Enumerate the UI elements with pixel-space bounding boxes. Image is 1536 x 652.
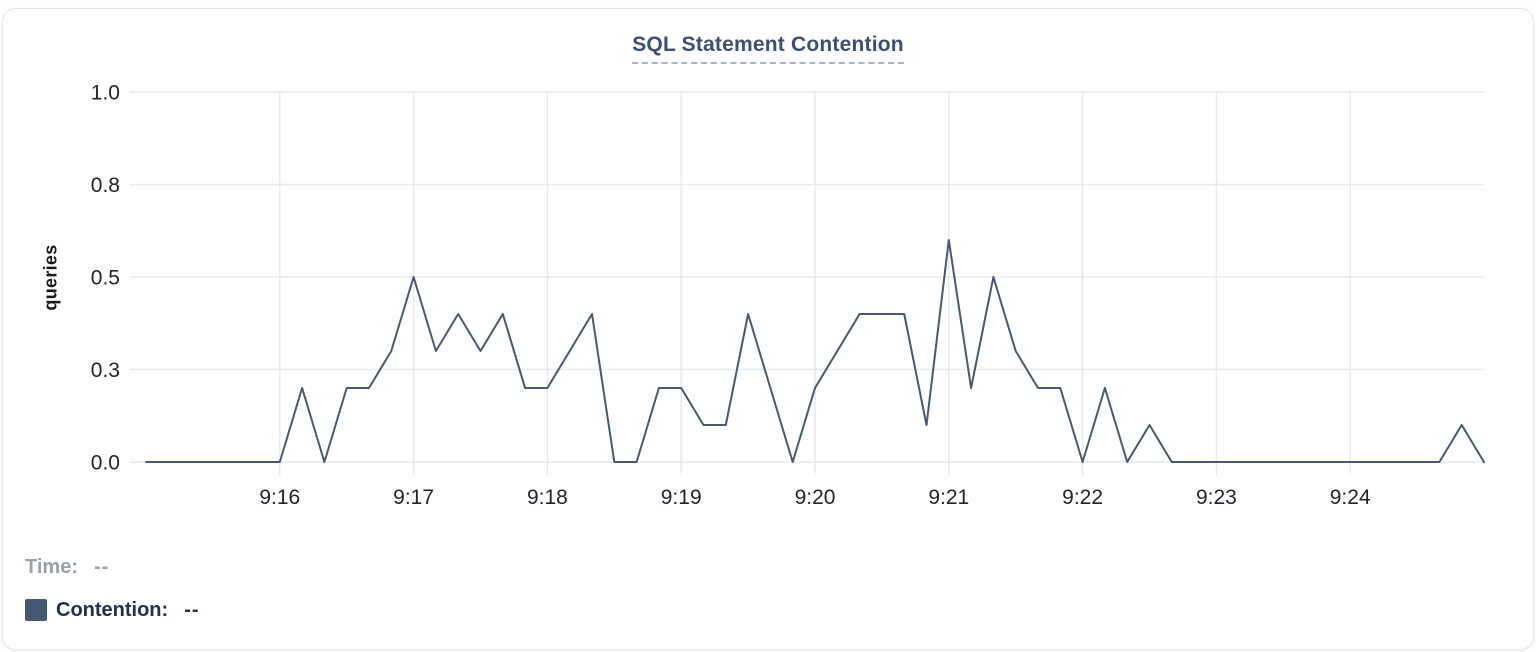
legend-time-label: Time: (25, 555, 78, 578)
contention-series-line[interactable] (145, 239, 1485, 463)
y-tick-label: 0.8 (91, 174, 120, 197)
x-tick-label: 9:18 (527, 486, 568, 509)
y-tick-label: 0.5 (91, 267, 120, 290)
x-tick-label: 9:19 (661, 486, 702, 509)
y-axis-label: queries (40, 244, 61, 311)
contention-series-swatch (25, 599, 47, 621)
x-tick-label: 9:20 (795, 486, 836, 509)
chart-title[interactable]: SQL Statement Contention (632, 33, 904, 64)
contention-line-chart[interactable]: 0.0 0.3 0.5 0.8 1.0 9:16 9:17 9:18 9:19 9:20 9:21 9… (3, 9, 1536, 541)
y-tick-label: 0.0 (91, 452, 120, 475)
legend-time-value: -- (93, 555, 110, 578)
x-tick-label: 9:21 (928, 486, 969, 509)
legend-contention-label: Contention: (56, 598, 169, 621)
chart-header: SQL Statement Contention (3, 33, 1533, 64)
x-tick-label: 9:22 (1062, 486, 1103, 509)
chart-legend: Time: -- Contention: -- (25, 554, 200, 623)
y-tick-label: 0.3 (91, 359, 120, 382)
legend-row-time: Time: -- (25, 554, 200, 580)
x-tick-label: 9:24 (1330, 486, 1371, 509)
chart-card: SQL Statement Contention 0.0 0.3 0.5 0.8 1.0… (2, 8, 1534, 650)
x-tick-label: 9:17 (393, 486, 434, 509)
legend-row-contention: Contention: -- (25, 597, 200, 623)
y-tick-label: 1.0 (91, 82, 120, 105)
x-tick-label: 9:23 (1196, 486, 1237, 509)
legend-contention-value: -- (184, 598, 200, 621)
x-tick-label: 9:16 (259, 486, 300, 509)
